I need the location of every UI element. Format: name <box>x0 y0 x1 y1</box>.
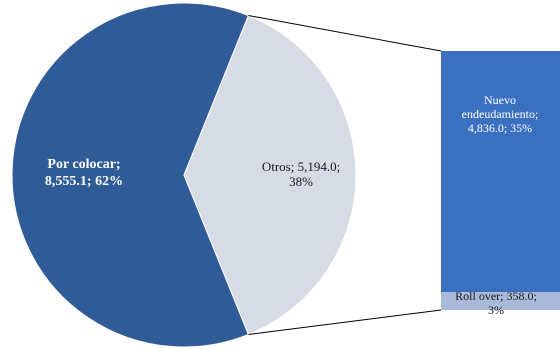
bar-segment-nuevo-endeudamiento <box>441 51 560 293</box>
pie-label-por-colocar: Por colocar; 8,555.1; 62% <box>45 157 123 189</box>
pie-slice-otros <box>183 14 357 336</box>
pie-label-otros-line: 38% <box>289 174 313 189</box>
connector-line-top <box>248 15 442 52</box>
bar-segment-roll-over <box>441 292 560 310</box>
pie-label-por-colocar-line: Por colocar; <box>47 157 120 172</box>
connector-line-bottom <box>248 309 442 335</box>
labels-group: Por colocar; 8,555.1; 62%Otros; 5,194.0; 3… <box>45 93 538 317</box>
bar-label-nuevo-endeudamiento-line: Nuevo <box>484 93 516 107</box>
bar-label-nuevo-endeudamiento-line: endeudamiento; <box>462 107 539 121</box>
bar-label-nuevo-endeudamiento-line: 4,836.0; 35% <box>468 121 532 135</box>
pie-label-otros-line: Otros; 5,194.0; <box>262 159 340 174</box>
pie-slice-por-colocar <box>11 2 250 348</box>
pie-label-por-colocar-line: 8,555.1; 62% <box>45 174 123 189</box>
bar-label-roll-over-line: 3% <box>488 303 504 317</box>
bar-label-nuevo-endeudamiento: Nuevo endeudamiento; 4,836.0; 35% <box>462 93 539 135</box>
bar-group <box>441 51 560 310</box>
pie-group <box>11 2 357 348</box>
connectors-group <box>248 15 442 335</box>
bar-label-roll-over: Roll over; 358.0; 3% <box>455 289 537 317</box>
pie-label-otros: Otros; 5,194.0; 38% <box>262 159 340 189</box>
bar-label-roll-over-line: Roll over; 358.0; <box>455 289 537 303</box>
